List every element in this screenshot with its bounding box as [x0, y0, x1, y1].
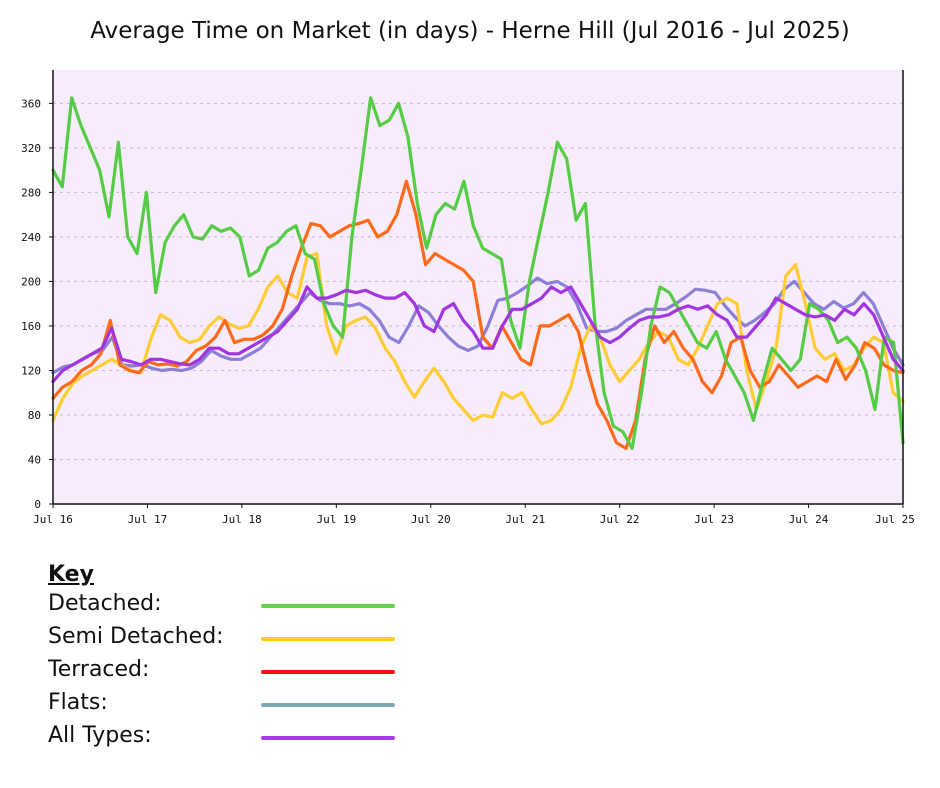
- key-swatch-terraced: [261, 670, 395, 674]
- y-tick-label: 360: [21, 97, 41, 110]
- y-tick-label: 240: [21, 231, 41, 244]
- key-swatch-all-types: [261, 736, 395, 740]
- key-swatch-detached: [261, 604, 395, 608]
- x-tick-label: Jul 18: [222, 513, 262, 526]
- key-label-detached: Detached:: [48, 591, 162, 616]
- series-line-flats: [51, 276, 905, 375]
- key-row-flats: Flats:: [48, 690, 395, 723]
- x-tick-label: Jul 23: [694, 513, 734, 526]
- series-line-all-types: [51, 285, 905, 384]
- key-label-semi-detached: Semi Detached:: [48, 624, 224, 649]
- x-tick-labels: Jul 16 Jul 17 Jul 18 Jul 19 Jul 20 Jul 21 Jul …: [33, 504, 915, 526]
- x-tick-label: Jul 19: [316, 513, 356, 526]
- x-tick-label: Jul 24: [789, 513, 829, 526]
- key-label-flats: Flats:: [48, 690, 108, 715]
- key-title: Key: [48, 562, 94, 587]
- y-tick-label: 120: [21, 364, 41, 377]
- x-tick-label: Jul 25: [875, 513, 915, 526]
- y-tick-label: 280: [21, 186, 41, 199]
- y-tick-label: 160: [21, 320, 41, 333]
- key-swatch-flats: [261, 703, 395, 707]
- series-lines: [51, 96, 905, 450]
- x-tick-label: Jul 16: [33, 513, 73, 526]
- y-tick-label: 40: [28, 453, 41, 466]
- chart-key: Key Detached: Semi Detached: Terraced: F…: [48, 562, 395, 756]
- x-tick-label: Jul 17: [128, 513, 168, 526]
- chart-title: Average Time on Market (in days) - Herne…: [90, 18, 850, 44]
- key-label-all-types: All Types:: [48, 723, 152, 748]
- x-tick-label: Jul 21: [505, 513, 545, 526]
- y-tick-labels: 0 40 80 120 160 200 240 280 320 360: [21, 97, 53, 511]
- y-tick-label: 0: [34, 498, 41, 511]
- key-row-detached: Detached:: [48, 591, 395, 624]
- plot-background: [53, 70, 903, 504]
- key-row-terraced: Terraced:: [48, 657, 395, 690]
- key-swatch-semi-detached: [261, 637, 395, 641]
- x-tick-label: Jul 20: [411, 513, 451, 526]
- key-row-semi-detached: Semi Detached:: [48, 624, 395, 657]
- y-tick-label: 80: [28, 409, 41, 422]
- series-line-detached: [51, 96, 905, 450]
- series-line-semi-detached: [51, 252, 905, 426]
- x-tick-label: Jul 22: [600, 513, 640, 526]
- key-row-all-types: All Types:: [48, 723, 395, 756]
- y-tick-label: 200: [21, 275, 41, 288]
- key-label-terraced: Terraced:: [48, 657, 150, 682]
- y-tick-label: 320: [21, 142, 41, 155]
